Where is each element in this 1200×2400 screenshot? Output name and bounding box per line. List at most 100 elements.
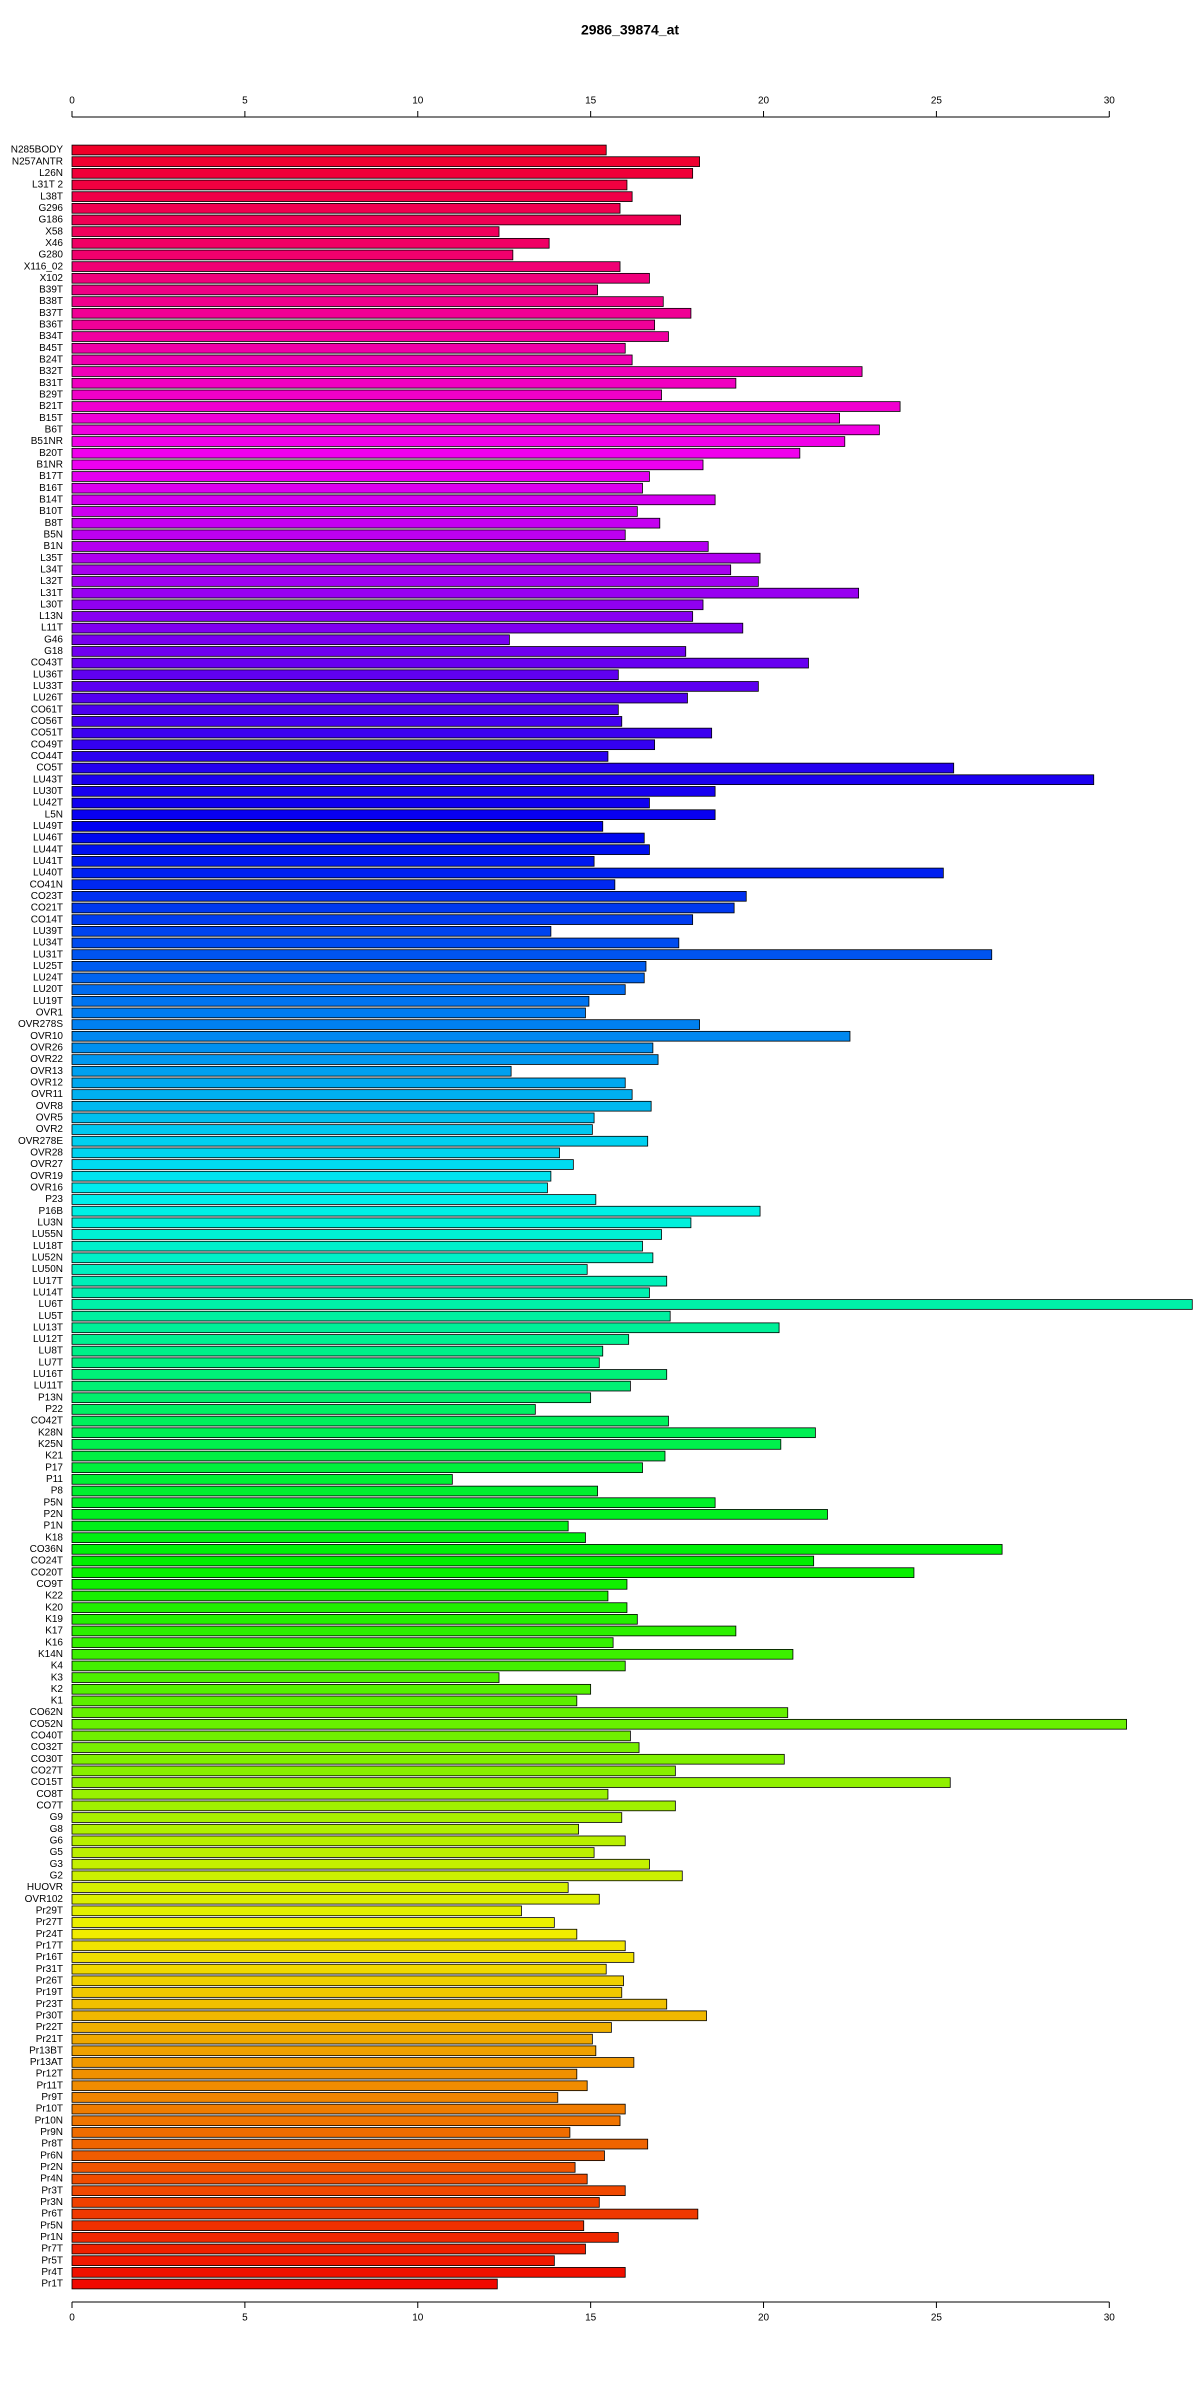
bar — [71, 2220, 585, 2231]
bar — [71, 1462, 643, 1474]
bar — [71, 1019, 700, 1030]
bar — [71, 856, 595, 867]
bar — [71, 2162, 576, 2173]
y-tick-label: LU19T — [33, 996, 63, 1007]
y-tick-label: LU13T — [33, 1322, 63, 1333]
y-tick-label: OVR11 — [31, 1089, 63, 1100]
bar — [71, 1544, 1003, 1555]
y-tick-label: Pr31T — [36, 1964, 63, 1975]
x-tick-label: 0 — [69, 96, 75, 107]
y-tick-label: B38T — [39, 296, 63, 307]
bar — [71, 2255, 555, 2266]
y-tick-label: LU50N — [32, 1264, 63, 1275]
bar — [71, 214, 681, 226]
bar — [71, 1369, 668, 1380]
y-tick-label: X58 — [45, 226, 63, 237]
y-tick-label: OVR28 — [30, 1148, 63, 1159]
y-tick-label: N257ANTR — [12, 156, 63, 167]
bar — [71, 1159, 574, 1170]
y-tick-label: L35T — [40, 553, 63, 564]
bar — [71, 296, 664, 307]
bar — [71, 1602, 628, 1613]
y-tick-label: LU33T — [33, 681, 63, 692]
y-tick-label: CO9T — [36, 1579, 63, 1590]
bar — [71, 2150, 605, 2162]
y-tick-label: OVR8 — [36, 1101, 64, 1112]
bar — [71, 984, 626, 995]
bar — [71, 1963, 607, 1975]
y-tick-label: CO15T — [31, 1777, 63, 1788]
bar — [71, 1089, 633, 1100]
y-tick-label: OVR102 — [25, 1894, 64, 1905]
y-tick-label: LU55N — [32, 1229, 63, 1240]
y-tick-label: G5 — [50, 1847, 64, 1858]
y-tick-label: Pr17T — [36, 1940, 63, 1951]
bar — [71, 506, 638, 517]
bar — [71, 2080, 588, 2092]
y-tick-label: Pr21T — [36, 2034, 63, 2045]
bar — [71, 179, 628, 191]
y-tick-label: G9 — [50, 1812, 64, 1823]
bar — [71, 261, 621, 272]
bar — [71, 960, 647, 972]
bar — [71, 972, 645, 984]
bar — [71, 1217, 692, 1229]
bar — [71, 2173, 588, 2185]
y-tick-label: Pr13AT — [30, 2057, 63, 2068]
bar — [71, 1765, 676, 1777]
bar — [71, 2127, 571, 2138]
bar — [71, 319, 656, 331]
y-tick-label: P5N — [44, 1497, 63, 1508]
bar — [71, 739, 656, 751]
y-tick-label: OVR1 — [36, 1008, 64, 1019]
y-tick-label: K19 — [45, 1614, 63, 1625]
y-tick-label: B1N — [44, 541, 63, 552]
y-tick-label: K22 — [45, 1591, 63, 1602]
y-tick-label: CO32T — [31, 1742, 63, 1753]
y-tick-label: G186 — [39, 215, 64, 226]
y-tick-label: LU30T — [33, 786, 63, 797]
bar — [71, 751, 609, 762]
bar — [71, 1147, 560, 1159]
bar — [71, 307, 692, 319]
y-tick-label: Pr3T — [41, 2185, 63, 2196]
y-tick-label: K14N — [38, 1649, 63, 1660]
bar — [71, 2010, 707, 2022]
bar — [71, 354, 633, 366]
bar — [71, 156, 700, 167]
bar — [71, 727, 713, 739]
chart-title: 2986_39874_at — [581, 22, 679, 38]
y-tick-label: Pr4T — [41, 2267, 63, 2278]
y-tick-label: G2 — [50, 1870, 64, 1881]
bar — [71, 1252, 654, 1264]
bar — [71, 646, 687, 657]
bar — [71, 1975, 624, 1987]
y-tick-label: LU11T — [34, 1381, 63, 1392]
bar — [71, 809, 716, 820]
y-tick-label: Pr7T — [41, 2244, 63, 2255]
bar — [71, 191, 633, 202]
y-tick-label: L13N — [39, 611, 63, 622]
bar — [71, 844, 650, 855]
y-tick-label: Pr1T — [41, 2279, 63, 2290]
y-tick-label: L32T — [40, 576, 63, 587]
y-tick-label: LU5T — [39, 1311, 63, 1322]
bar — [71, 203, 621, 214]
x-tick-label: 20 — [758, 96, 770, 107]
x-tick-label: 30 — [1104, 2313, 1116, 2324]
bar — [71, 867, 944, 879]
y-tick-label: L5N — [45, 809, 63, 820]
bar — [71, 832, 645, 844]
bar — [71, 762, 955, 774]
y-tick-label: P2N — [44, 1509, 63, 1520]
y-tick-label: Pr30T — [36, 2010, 63, 2021]
y-tick-label: K2 — [51, 1684, 64, 1695]
y-tick-label: B5N — [44, 529, 63, 540]
bar — [71, 447, 801, 459]
y-tick-label: Pr5N — [40, 2220, 63, 2231]
bar — [71, 389, 662, 401]
bar — [71, 797, 650, 809]
y-tick-label: K21 — [45, 1451, 63, 1462]
bar — [71, 786, 716, 797]
y-tick-label: G8 — [50, 1824, 64, 1835]
